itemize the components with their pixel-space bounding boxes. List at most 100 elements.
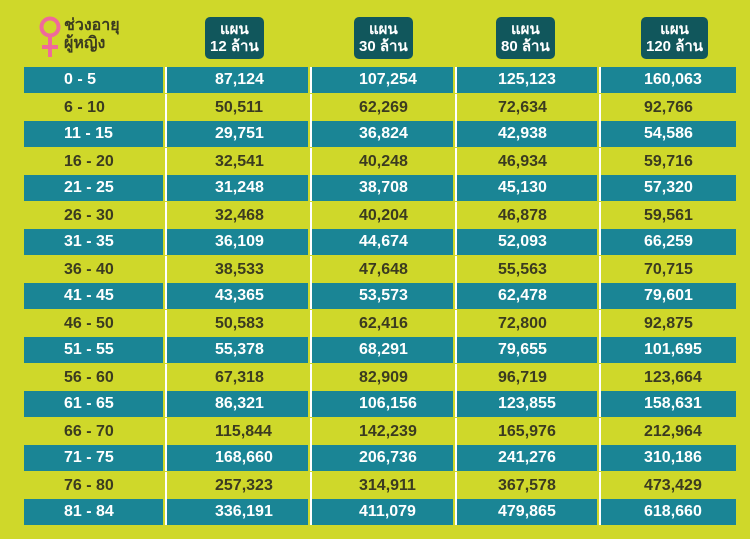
premium-cell: 70,715 <box>601 256 736 283</box>
premium-cell: 336,191 <box>167 499 308 525</box>
age-range-cell: 21 - 25 <box>24 175 163 201</box>
premium-cell: 142,239 <box>312 418 453 445</box>
premium-cell: 92,875 <box>601 310 736 337</box>
premium-cell: 42,938 <box>457 121 597 147</box>
age-range-cell: 66 - 70 <box>64 423 114 440</box>
table-row: 76 - 80 257,323 314,911 367,578 473,429 <box>24 472 732 499</box>
premium-cell: 57,320 <box>601 175 736 201</box>
premium-cell: 125,123 <box>457 67 597 93</box>
premium-cell: 68,291 <box>312 337 453 363</box>
premium-cell: 314,911 <box>312 472 453 499</box>
table-row: 61 - 65 86,321 106,156 123,855 158,631 <box>24 391 736 418</box>
table-row: 11 - 15 29,751 36,824 42,938 54,586 <box>24 121 736 148</box>
table-row: 6 - 10 50,511 62,269 72,634 92,766 <box>24 94 732 121</box>
premium-cell: 53,573 <box>312 283 453 309</box>
premium-cell: 50,511 <box>167 94 308 121</box>
age-range-header: ช่วงอายุ ผู้หญิง <box>38 16 120 60</box>
premium-cell: 50,583 <box>167 310 308 337</box>
premium-cell: 473,429 <box>601 472 736 499</box>
premium-cell: 66,259 <box>601 229 736 255</box>
age-range-cell: 51 - 55 <box>24 337 163 363</box>
plan-120m-header: แผน 120 ล้าน <box>641 17 709 59</box>
age-range-cell: 36 - 40 <box>64 261 114 278</box>
premium-cell: 54,586 <box>601 121 736 147</box>
premium-cell: 158,631 <box>601 391 736 417</box>
premium-cell: 241,276 <box>457 445 597 471</box>
age-range-cell: 41 - 45 <box>24 283 163 309</box>
premium-cell: 123,664 <box>601 364 736 391</box>
premium-cell: 40,204 <box>312 202 453 229</box>
age-label-line2: ผู้หญิง <box>64 35 106 52</box>
table-row: 21 - 25 31,248 38,708 45,130 57,320 <box>24 175 736 202</box>
plan-label: แผน <box>660 21 689 38</box>
premium-cell: 212,964 <box>601 418 736 445</box>
premium-cell: 165,976 <box>457 418 597 445</box>
age-range-cell: 46 - 50 <box>64 315 114 332</box>
premium-cell: 62,269 <box>312 94 453 121</box>
premium-cell: 101,695 <box>601 337 736 363</box>
premium-cell: 92,766 <box>601 94 736 121</box>
premium-cell: 479,865 <box>457 499 597 525</box>
table-row: 36 - 40 38,533 47,648 55,563 70,715 <box>24 256 732 283</box>
premium-cell: 107,254 <box>312 67 453 93</box>
premium-cell: 44,674 <box>312 229 453 255</box>
age-range-cell: 81 - 84 <box>24 499 163 525</box>
premium-cell: 206,736 <box>312 445 453 471</box>
plan-80m-header: แผน 80 ล้าน <box>496 17 555 59</box>
plan-amount: 30 ล้าน <box>359 38 408 55</box>
age-range-cell: 16 - 20 <box>64 153 114 170</box>
plan-label: แผน <box>369 21 398 38</box>
premium-cell: 46,934 <box>457 148 597 175</box>
table-row: 56 - 60 67,318 82,909 96,719 123,664 <box>24 364 732 391</box>
premium-cell: 47,648 <box>312 256 453 283</box>
age-range-cell: 56 - 60 <box>64 369 114 386</box>
premium-cell: 55,378 <box>167 337 308 363</box>
female-symbol-icon <box>39 16 61 57</box>
plan-12m-header: แผน 12 ล้าน <box>205 17 264 59</box>
premium-cell: 43,365 <box>167 283 308 309</box>
table-row: 46 - 50 50,583 62,416 72,800 92,875 <box>24 310 732 337</box>
premium-cell: 96,719 <box>457 364 597 391</box>
premium-cell: 72,800 <box>457 310 597 337</box>
table-row: 41 - 45 43,365 53,573 62,478 79,601 <box>24 283 736 310</box>
premium-cell: 618,660 <box>601 499 736 525</box>
premium-cell: 115,844 <box>167 418 308 445</box>
premium-cell: 82,909 <box>312 364 453 391</box>
plan-30m-header: แผน 30 ล้าน <box>354 17 413 59</box>
premium-cell: 72,634 <box>457 94 597 121</box>
age-label-line1: ช่วงอายุ <box>64 17 120 34</box>
premium-cell: 168,660 <box>167 445 308 471</box>
premium-cell: 160,063 <box>601 67 736 93</box>
table-row: 0 - 5 87,124 107,254 125,123 160,063 <box>24 67 736 94</box>
age-range-cell: 76 - 80 <box>64 477 114 494</box>
premium-cell: 106,156 <box>312 391 453 417</box>
premium-cell: 79,655 <box>457 337 597 363</box>
premium-cell: 32,468 <box>167 202 308 229</box>
premium-cell: 62,478 <box>457 283 597 309</box>
premium-cell: 62,416 <box>312 310 453 337</box>
premium-cell: 411,079 <box>312 499 453 525</box>
table-row: 66 - 70 115,844 142,239 165,976 212,964 <box>24 418 732 445</box>
table-row: 81 - 84 336,191 411,079 479,865 618,660 <box>24 499 736 526</box>
premium-cell: 257,323 <box>167 472 308 499</box>
age-range-cell: 71 - 75 <box>24 445 163 471</box>
table-row: 71 - 75 168,660 206,736 241,276 310,186 <box>24 445 736 472</box>
table-row: 26 - 30 32,468 40,204 46,878 59,561 <box>24 202 732 229</box>
premium-cell: 310,186 <box>601 445 736 471</box>
premium-table: 0 - 5 87,124 107,254 125,123 160,063 6 - 10 50… <box>24 67 736 526</box>
premium-cell: 45,130 <box>457 175 597 201</box>
premium-cell: 67,318 <box>167 364 308 391</box>
age-range-cell: 6 - 10 <box>64 99 105 116</box>
plan-amount: 120 ล้าน <box>646 38 704 55</box>
age-range-cell: 0 - 5 <box>24 67 163 93</box>
premium-cell: 36,109 <box>167 229 308 255</box>
premium-cell: 59,716 <box>601 148 736 175</box>
plan-label: แผน <box>220 21 249 38</box>
premium-cell: 38,533 <box>167 256 308 283</box>
premium-cell: 367,578 <box>457 472 597 499</box>
age-range-cell: 31 - 35 <box>24 229 163 255</box>
age-range-cell: 61 - 65 <box>24 391 163 417</box>
premium-cell: 29,751 <box>167 121 308 147</box>
plan-amount: 12 ล้าน <box>210 38 259 55</box>
premium-cell: 86,321 <box>167 391 308 417</box>
